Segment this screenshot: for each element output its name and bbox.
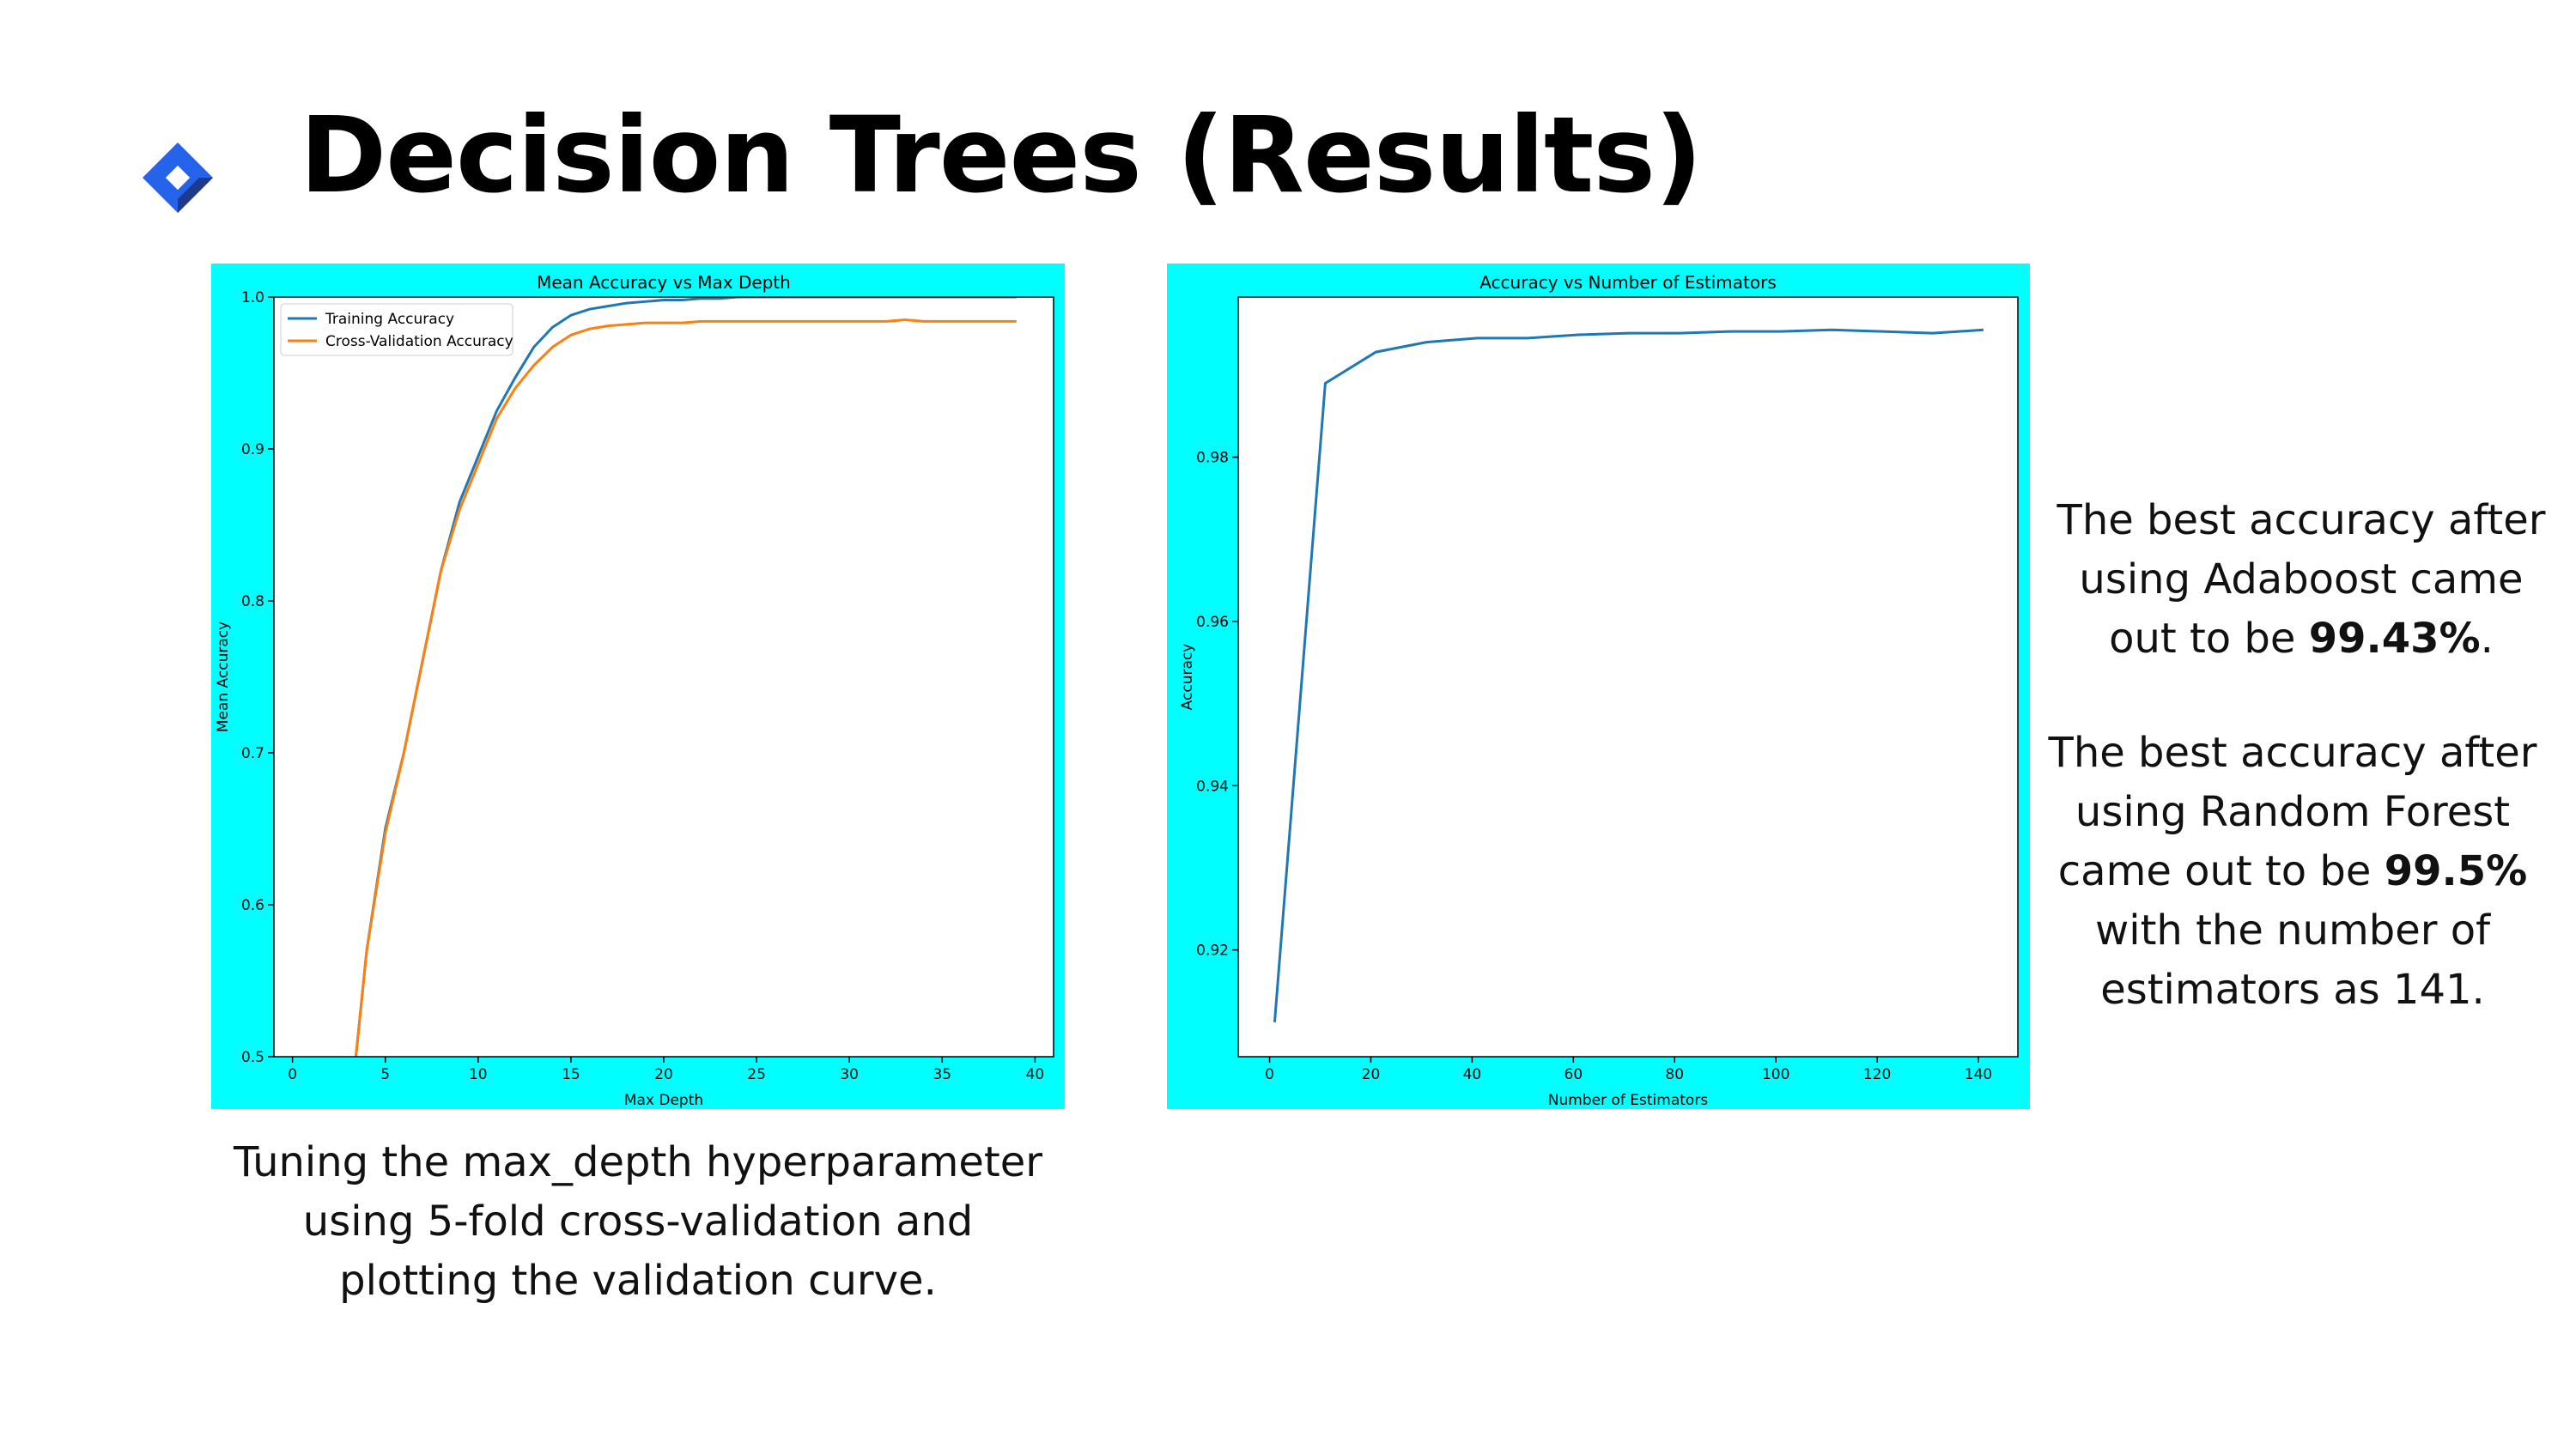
x-tick-label: 30 [840,1066,859,1083]
y-tick-label: 1.0 [241,289,264,306]
y-tick-label: 0.9 [241,441,264,458]
x-tick-label: 40 [1026,1066,1045,1083]
series-line [1273,328,1984,1022]
note: The best accuracy after using Random For… [2035,724,2550,1020]
x-tick-label: 40 [1463,1066,1482,1083]
note-text: with the number of estimators as 141. [2095,906,2490,1014]
y-tick-label: 0.96 [1196,614,1229,631]
y-axis-label: Accuracy [1179,644,1196,711]
x-tick-label: 0 [1265,1066,1274,1083]
chart: Accuracy vs Number of Estimators Number o… [1167,264,2030,1109]
y-tick-label: 0.5 [241,1049,264,1066]
note: The best accuracy after using Adaboost c… [2044,491,2559,669]
y-tick-label: 0.6 [241,897,264,914]
x-tick-label: 100 [1762,1066,1789,1083]
x-tick-label: 20 [654,1066,673,1083]
x-tick-label: 10 [469,1066,488,1083]
plot-frame [273,296,1054,1058]
note-text: The best accuracy after using Adaboost c… [2057,496,2546,663]
note-text: The best accuracy after using Random For… [2048,729,2537,895]
x-tick-label: 25 [747,1066,766,1083]
y-axis-label: Mean Accuracy [215,621,232,732]
plot-area [1238,297,2018,1057]
series-line [354,318,1017,1057]
logo-icon [143,142,213,213]
series-line [354,297,1017,1057]
slide-title: Decision Trees (Results) [300,94,1703,216]
x-axis-label: Number of Estimators [1548,1092,1709,1109]
note-emphasis: 99.43% [2308,615,2481,663]
x-tick-label: 20 [1362,1066,1381,1083]
y-tick-label: 0.8 [241,593,264,610]
legend-box [280,303,513,356]
y-tick-label: 0.92 [1196,943,1229,960]
x-axis-label: Max Depth [624,1092,703,1109]
x-tick-label: 5 [380,1066,390,1083]
chart-title: Accuracy vs Number of Estimators [1479,272,1777,293]
x-tick-label: 120 [1863,1066,1891,1083]
x-tick-label: 80 [1665,1066,1684,1083]
y-tick-label: 0.94 [1196,778,1229,795]
chart: Mean Accuracy vs Max Depth Max Depth Mean … [211,264,1065,1109]
legend-label: Cross-Validation Accuracy [325,333,513,350]
x-tick-label: 35 [933,1066,951,1083]
caption: Tuning the max_depth hyperparameter usin… [234,1138,1042,1305]
plot-area [274,297,1054,1057]
chart-title: Mean Accuracy vs Max Depth [537,272,791,293]
x-tick-label: 0 [288,1066,297,1083]
note-text: . [2480,615,2494,663]
x-tick-label: 140 [1965,1066,1992,1083]
x-tick-label: 60 [1564,1066,1583,1083]
note-emphasis: 99.5% [2384,847,2528,895]
y-tick-label: 0.7 [241,745,264,762]
x-tick-label: 15 [562,1066,580,1083]
legend-label: Training Accuracy [325,311,454,328]
y-tick-label: 0.98 [1196,450,1229,467]
plot-frame [1237,296,2019,1058]
